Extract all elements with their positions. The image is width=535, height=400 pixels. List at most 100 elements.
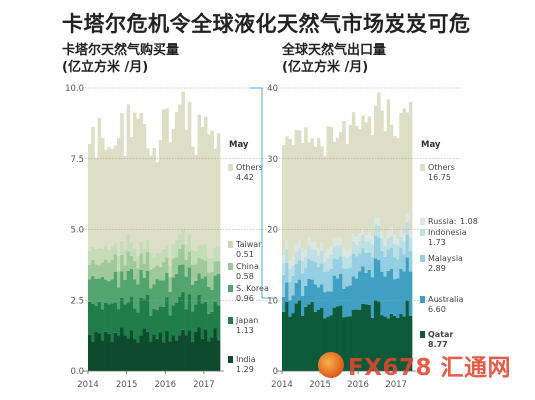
bar-taiwan-m32 [191, 249, 195, 265]
bar-skorea-m40 [216, 273, 221, 306]
y-tick-label: 40 [267, 84, 278, 94]
bar-others-m19 [342, 120, 346, 249]
bar-skorea-m20 [152, 284, 156, 309]
bar-others-m22 [158, 140, 163, 253]
bar-china-m16 [139, 253, 144, 270]
bar-japan-m38 [210, 311, 214, 338]
legend-swatch-qatar [420, 331, 425, 338]
bar-japan-m16 [139, 297, 144, 336]
bar-qatar-m3 [291, 313, 296, 371]
bar-china-m39 [213, 261, 218, 276]
bar-malaysia-m14 [326, 271, 330, 292]
bar-skorea-m18 [145, 270, 150, 295]
bar-japan-m12 [126, 302, 131, 339]
bar-others-m32 [191, 146, 195, 250]
bar-china-m18 [145, 252, 150, 271]
bar-australia-m40 [408, 271, 413, 316]
bar-others-m27 [174, 112, 179, 241]
legend-value-india: 1.29 [236, 365, 254, 374]
bar-russia-m15 [329, 246, 334, 255]
bar-japan-m40 [216, 305, 221, 341]
bar-qatar-m16 [332, 307, 337, 371]
bar-skorea-m39 [213, 275, 218, 302]
bar-indonesia-m15 [329, 254, 334, 270]
bar-malaysia-m17 [335, 259, 340, 279]
bar-skorea-m34 [197, 273, 202, 295]
bar-qatar-m37 [399, 314, 403, 371]
bar-taiwan-m3 [97, 248, 102, 266]
legend-label-malaysia: Malaysia [428, 254, 463, 263]
bar-india-m16 [139, 335, 144, 371]
y-tick-label: 0.0 [70, 367, 84, 377]
bar-taiwan-m38 [210, 257, 214, 272]
bar-taiwan-m30 [184, 244, 189, 260]
x-tick-label: 2016 [347, 380, 369, 390]
bar-others-m18 [145, 148, 150, 240]
legend-value-others: 4.42 [236, 173, 254, 182]
bar-russia-m33 [386, 231, 391, 239]
bar-indonesia-m8 [307, 245, 311, 259]
bar-malaysia-m10 [313, 262, 318, 285]
bar-malaysia-m19 [342, 268, 346, 289]
bar-taiwan-m2 [94, 248, 99, 265]
bar-australia-m29 [373, 258, 378, 301]
bar-indonesia-m13 [323, 261, 327, 272]
bar-others-m6 [107, 147, 111, 250]
bar-australia-m15 [329, 291, 334, 316]
bar-malaysia-m20 [345, 268, 349, 287]
bar-india-m28 [178, 335, 182, 371]
bar-australia-m22 [351, 276, 356, 310]
bar-japan-m31 [187, 294, 192, 331]
bar-others-m23 [162, 109, 166, 249]
bar-taiwan-m0 [88, 250, 92, 265]
legend-swatch-skorea [228, 285, 233, 292]
bar-skorea-m4 [100, 276, 105, 310]
bar-russia-m5 [297, 240, 302, 249]
bar-japan-m4 [100, 309, 105, 341]
legend-label-australia: Australia [428, 295, 463, 304]
bar-australia-m35 [392, 279, 397, 316]
bar-japan-m5 [104, 302, 108, 332]
bar-australia-m13 [323, 292, 327, 319]
x-tick-label: 2015 [116, 380, 138, 390]
bar-malaysia-m0 [282, 274, 286, 297]
legend-swatch-australia [420, 296, 425, 303]
bar-russia-m7 [304, 249, 308, 258]
bar-australia-m19 [342, 288, 346, 318]
bar-russia-m0 [282, 255, 286, 263]
bar-japan-m22 [158, 306, 163, 333]
legend-label-indonesia: Indonesia [428, 228, 467, 237]
bar-qatar-m10 [313, 311, 318, 371]
bar-russia-m29 [373, 216, 378, 225]
bar-japan-m20 [152, 308, 156, 335]
bar-china-m35 [200, 259, 205, 279]
bar-malaysia-m11 [316, 267, 321, 288]
bar-qatar-m5 [297, 300, 302, 371]
bar-malaysia-m33 [386, 249, 391, 271]
bar-malaysia-m2 [288, 282, 292, 301]
bar-india-m17 [142, 328, 147, 371]
bar-japan-m3 [97, 301, 102, 334]
bar-india-m18 [145, 331, 150, 371]
bar-china-m20 [152, 268, 156, 285]
bar-others-m37 [207, 134, 211, 259]
bar-others-m2 [288, 139, 292, 262]
bar-skorea-m32 [191, 284, 195, 312]
bar-malaysia-m4 [294, 263, 299, 283]
bar-russia-m34 [389, 227, 394, 236]
bar-japan-m14 [133, 308, 137, 340]
bar-australia-m6 [301, 295, 305, 316]
bar-skorea-m3 [97, 278, 102, 302]
bar-malaysia-m8 [307, 258, 311, 279]
bar-qatar-m29 [373, 300, 378, 371]
bar-china-m1 [91, 259, 95, 276]
bar-qatar-m35 [392, 315, 397, 371]
x-tick-label: 2014 [77, 380, 99, 390]
bar-others-m1 [285, 136, 289, 241]
bar-indonesia-m26 [364, 241, 368, 253]
bar-taiwan-m15 [136, 256, 140, 269]
bar-others-m36 [203, 116, 208, 244]
bar-qatar-m6 [301, 315, 305, 371]
bar-others-m9 [310, 138, 315, 243]
bar-skorea-m38 [210, 289, 214, 312]
